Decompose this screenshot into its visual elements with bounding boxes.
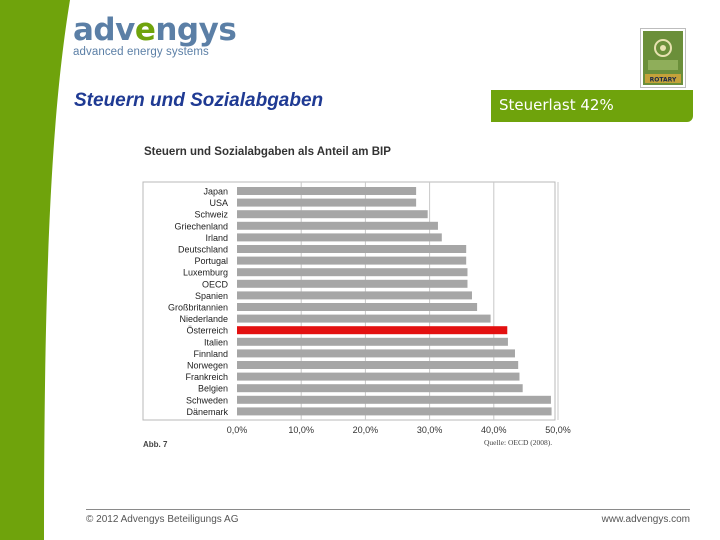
bar-2: [237, 210, 428, 219]
category-label: OECD: [202, 279, 229, 289]
bar-0: [237, 187, 417, 195]
logo-wordmark: advengys: [73, 12, 237, 48]
bar-3: [237, 221, 438, 230]
category-label: Frankreich: [185, 372, 228, 382]
category-label: Griechenland: [174, 221, 228, 231]
tax-chart: Steuern und Sozialabgaben als Anteil am …: [140, 140, 580, 455]
category-label: Norwegen: [187, 361, 228, 371]
x-tick-label: 30,0%: [417, 425, 443, 435]
bar-8: [237, 279, 468, 288]
category-label: Italien: [204, 337, 228, 347]
footer-copyright: © 2012 Advengys Beteiligungs AG: [86, 514, 239, 525]
category-label: Irland: [205, 233, 228, 243]
bar-12: [237, 326, 508, 335]
bar-7: [237, 268, 468, 277]
category-label: Schweiz: [194, 210, 228, 220]
plot-frame: [142, 181, 556, 421]
category-label: Deutschland: [178, 245, 228, 255]
green-side-band: [0, 0, 70, 540]
figure-label: Abb. 7: [143, 440, 168, 449]
category-label: Spanien: [195, 291, 228, 301]
category-label: Niederlande: [179, 314, 228, 324]
category-label: Portugal: [194, 256, 228, 266]
rotary-label: ROTARY: [650, 77, 677, 84]
tax-burden-badge: Steuerlast 42%: [491, 90, 693, 122]
rotary-logo: ROTARY: [640, 28, 686, 88]
x-tick-label: 0,0%: [227, 425, 248, 435]
category-label: USA: [209, 198, 228, 208]
footer-url: www.advengys.com: [601, 514, 690, 525]
category-label: Dänemark: [186, 407, 228, 417]
slide-title: Steuern und Sozialabgaben: [74, 90, 324, 111]
category-label: Österreich: [186, 326, 228, 336]
bar-13: [237, 337, 508, 346]
bar-6: [237, 256, 467, 265]
logo-part-2: e: [134, 12, 156, 48]
bar-16: [237, 372, 520, 381]
logo-part-3: ngys: [155, 12, 237, 48]
bar-14: [237, 349, 515, 358]
badge-text: Steuerlast 42%: [499, 96, 614, 114]
chart-title: Steuern und Sozialabgaben als Anteil am …: [144, 146, 391, 158]
logo-tagline: advanced energy systems: [73, 46, 209, 58]
advengys-logo: advengys advanced energy systems: [73, 12, 237, 58]
x-tick-label: 40,0%: [481, 425, 507, 435]
footer-divider: [86, 509, 690, 510]
source-note: Quelle: OECD (2008).: [484, 438, 552, 447]
category-label: Großbritannien: [168, 303, 228, 313]
bar-15: [237, 361, 519, 369]
bar-4: [237, 233, 442, 242]
bar-9: [237, 291, 472, 300]
category-label: Luxemburg: [183, 268, 228, 278]
bar-10: [237, 303, 478, 311]
category-label: Belgien: [198, 384, 228, 394]
x-tick-label: 50,0%: [545, 425, 571, 435]
tax-chart-svg: Steuern und Sozialabgaben als Anteil am …: [142, 146, 571, 449]
x-tick-label: 20,0%: [353, 425, 379, 435]
x-tick-label: 10,0%: [288, 425, 314, 435]
category-label: Schweden: [186, 395, 228, 405]
category-label: Finnland: [193, 349, 228, 359]
bar-18: [237, 395, 551, 404]
bar-11: [237, 314, 491, 323]
bar-19: [237, 407, 552, 416]
bar-5: [237, 245, 467, 253]
bar-1: [237, 198, 417, 207]
logo-part-1: adv: [73, 12, 135, 48]
category-label: Japan: [203, 187, 228, 197]
bar-17: [237, 384, 523, 393]
